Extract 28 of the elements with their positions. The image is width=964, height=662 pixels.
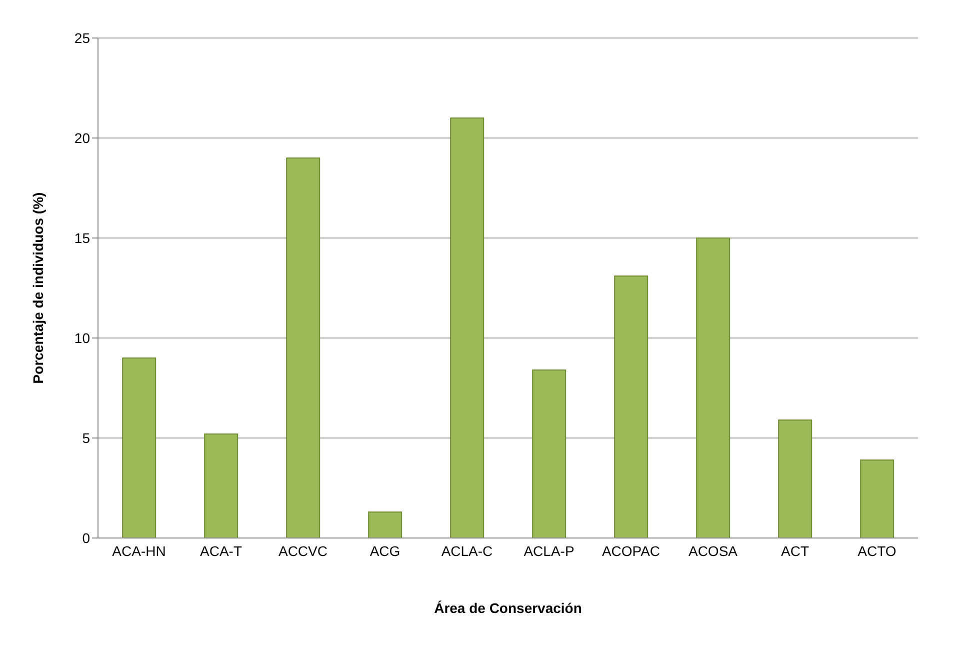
bar	[614, 276, 648, 538]
y-tick-label: 15	[74, 230, 90, 246]
y-axis-title: Porcentaje de individuos (%)	[30, 192, 46, 384]
bar	[368, 512, 402, 538]
bar	[450, 118, 484, 538]
bar	[122, 358, 156, 538]
x-tick-label: ACLA-P	[524, 542, 574, 559]
x-tick-label: ACG	[370, 542, 400, 559]
x-tick-label: ACOSA	[688, 542, 738, 559]
x-tick-label: ACA-HN	[112, 542, 166, 559]
x-axis-title: Área de Conservación	[434, 600, 582, 616]
x-tick-label: ACLA-C	[441, 542, 493, 559]
bar	[696, 238, 730, 538]
x-tick-label: ACCVC	[278, 542, 328, 559]
y-tick-label: 0	[82, 530, 90, 546]
y-tick-label: 25	[74, 30, 90, 46]
x-tick-label: ACT	[781, 542, 810, 559]
x-tick-label: ACTO	[858, 542, 896, 559]
bar	[532, 370, 566, 538]
x-tick-label: ACA-T	[200, 542, 242, 559]
y-tick-label: 5	[82, 430, 90, 446]
bar	[286, 158, 320, 538]
bar	[204, 434, 238, 538]
y-tick-label: 20	[74, 130, 90, 146]
bar	[778, 420, 812, 538]
bar	[860, 460, 894, 538]
y-tick-label: 10	[74, 330, 90, 346]
x-tick-label: ACOPAC	[602, 542, 660, 559]
